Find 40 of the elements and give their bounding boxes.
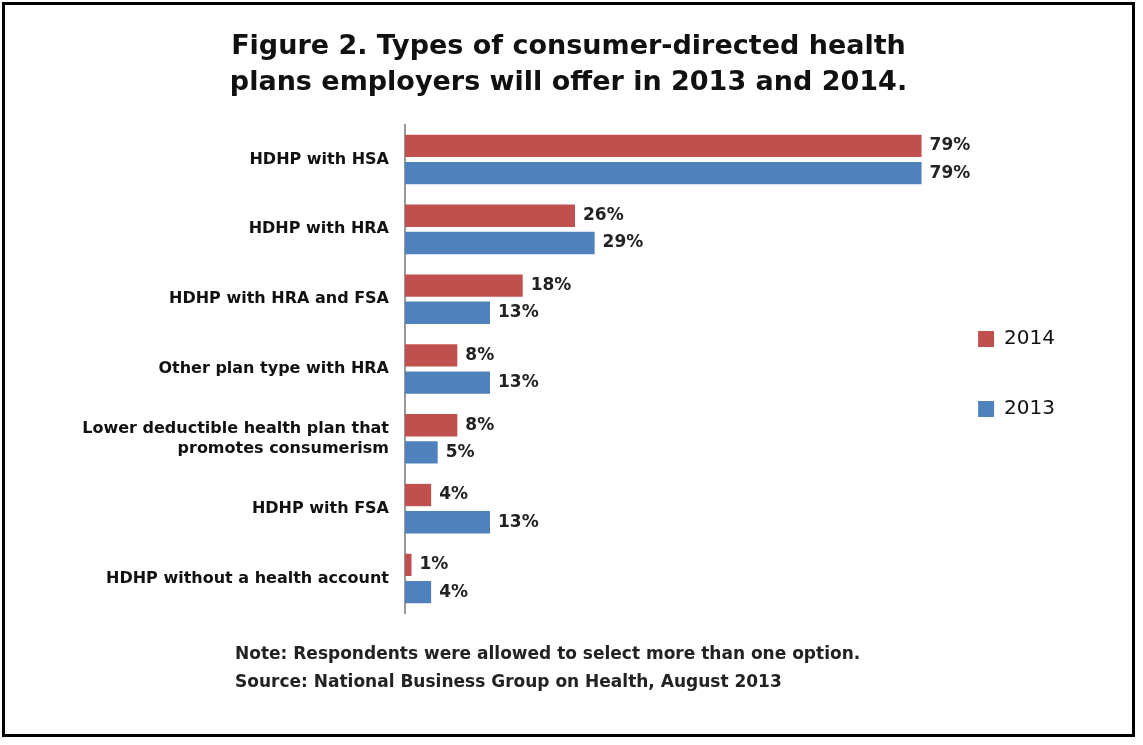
text: Note: Respondents were allowed to select more than one option.: [235, 642, 862, 665]
bar: [405, 371, 490, 394]
y-tick-label: HDHP without a health account: [106, 567, 390, 587]
data-label: 79%: [929, 134, 971, 155]
bar: [405, 580, 432, 604]
bar: [405, 134, 922, 158]
y-tick-label: HDHP with FSA: [251, 497, 390, 517]
bar: [405, 483, 432, 507]
data-label: 18%: [530, 273, 572, 294]
bar: [405, 161, 922, 185]
legend-label: 2013: [1004, 395, 1056, 420]
data-label: 26%: [583, 204, 624, 225]
data-label: 1%: [419, 553, 449, 574]
bar: [405, 441, 438, 464]
y-tick-label: HDHP with HRA: [248, 218, 390, 238]
source-note: Source: National Business Group on Health, August 2013: [235, 670, 783, 693]
data-label: 4%: [439, 483, 469, 504]
data-label: 8%: [465, 413, 495, 434]
bar: [405, 301, 490, 324]
bar: [405, 553, 412, 577]
bar: [405, 204, 576, 227]
data-label: 5%: [445, 440, 475, 461]
y-tick-label: HDHP with HSA: [249, 148, 390, 168]
y-tick-label: Other plan type with HRA: [158, 358, 390, 378]
data-label: 4%: [439, 580, 469, 601]
y-tick-label: Lower deductible health plan that promotes consumerism: [82, 418, 390, 457]
data-label: 13%: [498, 371, 539, 392]
data-label: 29%: [602, 231, 644, 252]
data-label: 79%: [929, 161, 971, 182]
data-label: 13%: [498, 510, 539, 531]
bar: [405, 231, 595, 255]
bar: [405, 274, 523, 297]
bar: [405, 511, 490, 534]
data-label: 8%: [465, 343, 495, 364]
chart-title: Figure 2. Types of consumer-directed health plans employers will offer in 2013 and 2014.: [228, 28, 909, 98]
bar: [405, 344, 458, 367]
data-label: 13%: [498, 301, 539, 322]
legend-label: 2014: [1004, 325, 1056, 350]
bar: [405, 414, 458, 437]
y-tick-label: HDHP with HRA and FSA: [169, 288, 390, 308]
